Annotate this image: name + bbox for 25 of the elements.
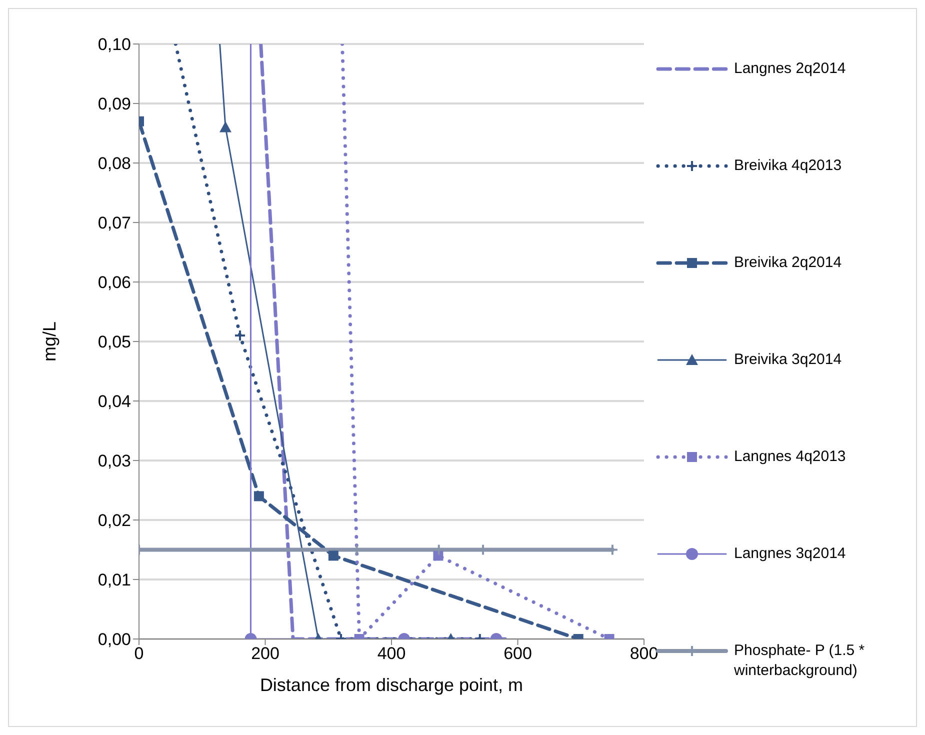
y-axis-title: mg/L	[39, 321, 60, 362]
y-tick-label: 0,10	[98, 35, 131, 54]
x-axis-title: Distance from discharge point, m	[260, 675, 524, 695]
x-tick-label: 800	[630, 644, 658, 664]
y-tick-label: 0,03	[98, 452, 131, 471]
legend-label: Phosphate- P (1.5 * winterbackground)	[734, 641, 866, 681]
y-tick-label: 0,00	[98, 630, 131, 650]
x-tick-label: 0	[134, 644, 144, 664]
legend-label: Breivika 2q2014	[734, 253, 843, 273]
y-tick-label: 0,02	[98, 511, 131, 530]
legend-label: Breivika 3q2014	[734, 350, 843, 370]
x-tick-label: 600	[504, 644, 532, 664]
y-tick-label: 0,01	[98, 570, 131, 590]
legend-label: Breivika 4q2013	[734, 156, 843, 176]
y-tick-label: 0,07	[98, 214, 131, 233]
y-tick-label: 0,08	[98, 154, 131, 174]
x-tick-label: 400	[377, 644, 406, 664]
y-tick-label: 0,04	[98, 392, 131, 412]
y-tick-label: 0,06	[98, 273, 131, 292]
legend-label: Langnes 4q2013	[734, 447, 847, 467]
y-tick-label: 0,05	[98, 332, 131, 352]
legend-label: Langnes 3q2014	[734, 544, 847, 564]
y-tick-label: 0,09	[98, 94, 131, 114]
x-tick-label: 200	[251, 644, 280, 664]
legend-label: Langnes 2q2014	[734, 59, 847, 79]
